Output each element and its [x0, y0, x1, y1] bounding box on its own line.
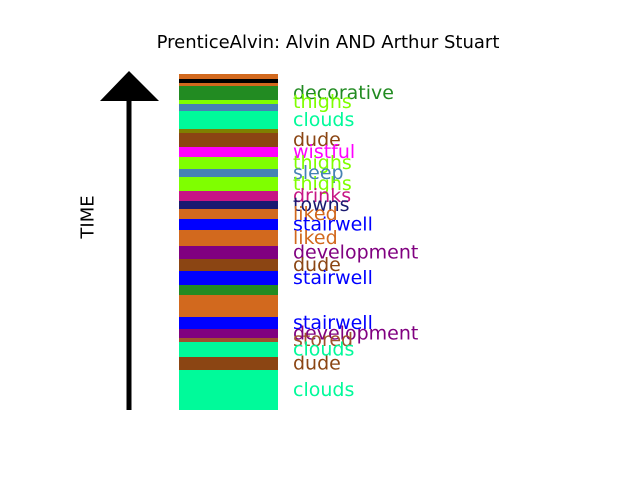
- segment-bar: [179, 201, 278, 209]
- segment-bar: [179, 230, 278, 246]
- segment-label: stairwell: [293, 312, 373, 334]
- segment-label: sleep: [293, 162, 344, 184]
- segment-bar: [179, 342, 278, 357]
- segment-label: dude: [293, 353, 341, 375]
- segment-label: clouds: [293, 109, 354, 131]
- segment-bar: [179, 129, 278, 133]
- segment-bar: [179, 133, 278, 147]
- segment-bar: [179, 147, 278, 157]
- segment-bar: [179, 100, 278, 104]
- segment-label: decorative: [293, 82, 394, 104]
- segment-bar: [179, 74, 278, 79]
- segment-bar: [179, 104, 278, 111]
- segment-label: stored: [293, 329, 353, 351]
- segment-bar: [179, 370, 278, 410]
- segment-label: drinks: [293, 185, 351, 207]
- segment-bar: [179, 338, 278, 342]
- segment-bar: [179, 357, 278, 370]
- segment-bar: [179, 317, 278, 329]
- segment-bar: [179, 209, 278, 219]
- segment-labels: decorativethighscloudsdudewistfulthighss…: [293, 82, 418, 401]
- arrow-head-icon: [100, 71, 159, 101]
- segment-bar: [179, 157, 278, 169]
- segment-label: clouds: [293, 379, 354, 401]
- chart-title: PrenticeAlvin: Alvin AND Arthur Stuart: [156, 32, 500, 53]
- segment-label: dude: [293, 254, 341, 276]
- segment-bar: [179, 329, 278, 338]
- segment-label: thighs: [293, 152, 352, 174]
- segment-bar: [179, 169, 278, 177]
- segment-bar: [179, 271, 278, 285]
- segment-label: clouds: [293, 339, 354, 361]
- segment-bar: [179, 111, 278, 129]
- segment-label: development: [293, 242, 418, 264]
- segment-bar: [179, 79, 278, 83]
- time-arrow: [100, 71, 159, 410]
- segment-label: thighs: [293, 173, 352, 195]
- segment-label: liked: [293, 203, 338, 225]
- segment-label: dude: [293, 129, 341, 151]
- segment-bar: [179, 83, 278, 86]
- segment-bar: [179, 86, 278, 100]
- segment-bar: [179, 177, 278, 191]
- segment-bar: [179, 219, 278, 230]
- segment-bar: [179, 191, 278, 201]
- segment-label: development: [293, 323, 418, 345]
- segment-bar: [179, 295, 278, 317]
- segment-label: stairwell: [293, 214, 373, 236]
- segment-label: stairwell: [293, 267, 373, 289]
- segment-bar: [179, 259, 278, 271]
- segment-bar: [179, 246, 278, 259]
- segment-label: wistful: [293, 141, 355, 163]
- segment-label: liked: [293, 227, 338, 249]
- segment-stack: [179, 74, 278, 410]
- segment-label: towns: [293, 194, 350, 216]
- segment-label: thighs: [293, 91, 352, 113]
- segment-bar: [179, 285, 278, 295]
